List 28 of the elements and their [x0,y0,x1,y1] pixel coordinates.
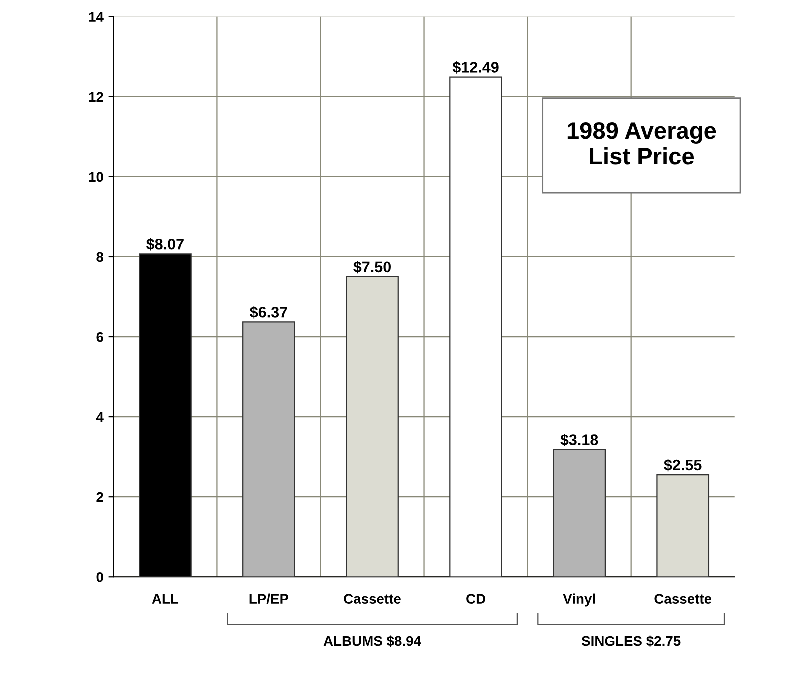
data-label: $3.18 [560,434,598,446]
text: ALBUMS $8.94 [324,636,422,648]
x-tick-label: LP/EP [250,594,289,604]
x-tick-label: Vinyl [563,594,596,607]
bar [656,474,710,578]
data-label: $7.50 [354,261,391,274]
y-tick-label: 2 [96,492,104,502]
data-label: $12.49 [452,61,499,74]
data-label: $2.55 [664,459,702,472]
data-label: $6.37 [250,306,288,319]
y-tick-label: 10 [89,172,104,182]
y-tick-label: 6 [96,332,104,342]
text: 1989 Average List Price [568,122,716,165]
y-tick-label: 14 [89,12,104,22]
y-tick-label: 4 [96,412,104,422]
bar [553,449,606,578]
bar [450,76,502,578]
bar [242,322,296,578]
bar [346,276,399,578]
x-tick-label: CD [466,594,486,604]
x-tick-label: Cassette [344,594,401,604]
data-label: $8.07 [146,238,184,251]
x-tick-label: ALL [152,594,179,604]
x-tick-label: Cassette [654,594,712,604]
y-tick-label: 8 [96,252,104,262]
text: SINGLES $2.75 [582,636,681,648]
y-tick-label: 12 [89,92,104,102]
y-tick-label: 0 [96,572,104,582]
